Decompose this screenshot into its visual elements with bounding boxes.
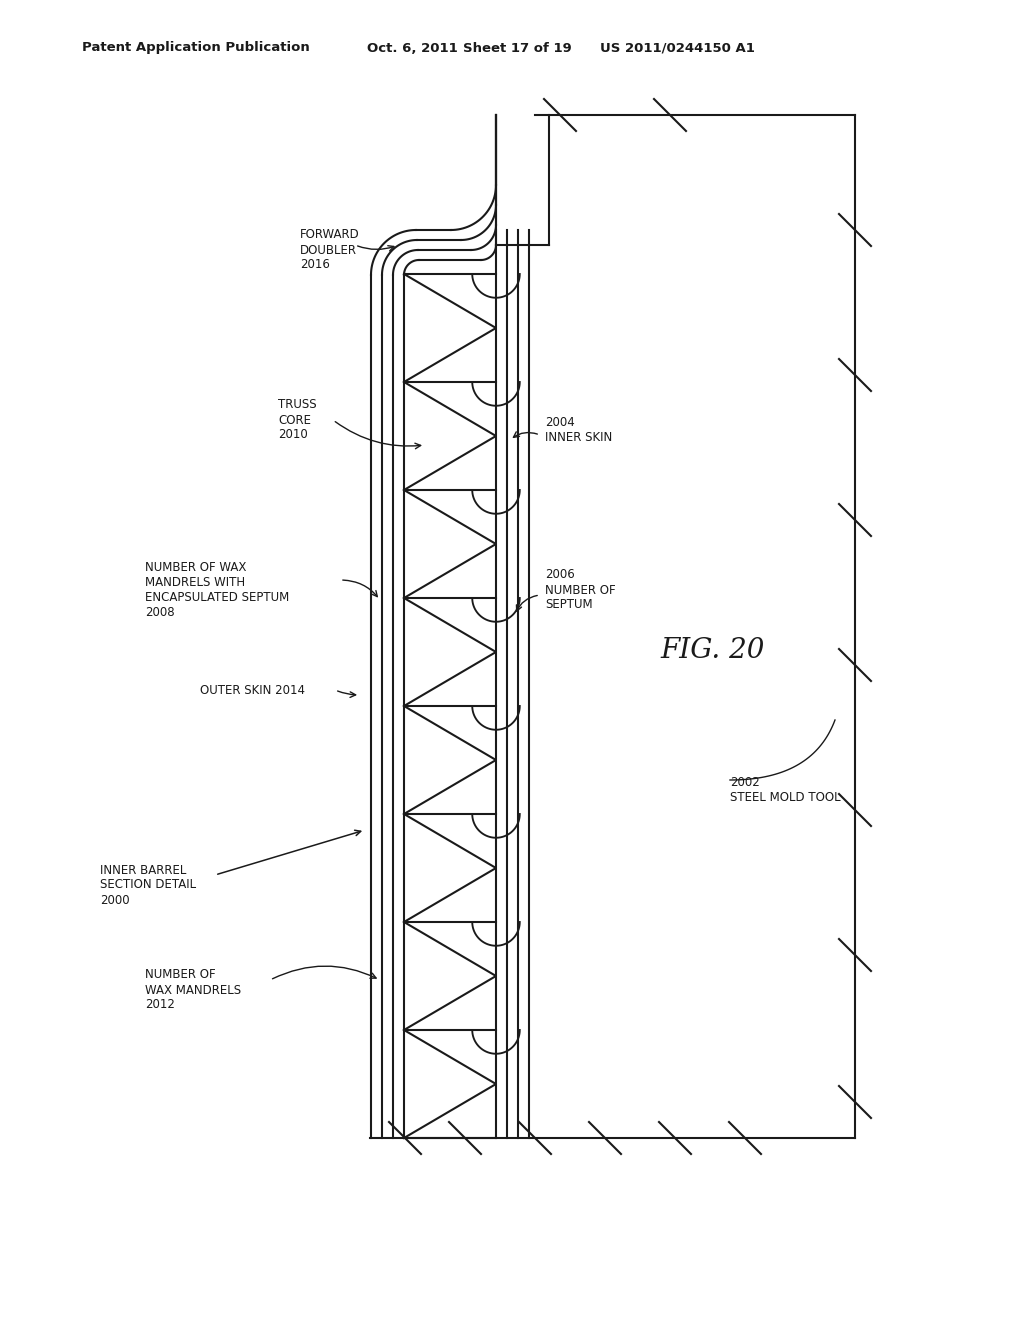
Text: OUTER SKIN 2014: OUTER SKIN 2014	[200, 684, 305, 697]
Text: 2004
INNER SKIN: 2004 INNER SKIN	[545, 416, 612, 444]
Text: FORWARD
DOUBLER
2016: FORWARD DOUBLER 2016	[300, 228, 359, 272]
Text: NUMBER OF WAX
MANDRELS WITH
ENCAPSULATED SEPTUM
2008: NUMBER OF WAX MANDRELS WITH ENCAPSULATED…	[145, 561, 289, 619]
Text: INNER BARREL
SECTION DETAIL
2000: INNER BARREL SECTION DETAIL 2000	[100, 863, 197, 907]
Text: Oct. 6, 2011: Oct. 6, 2011	[367, 41, 458, 54]
Text: Sheet 17 of 19: Sheet 17 of 19	[463, 41, 571, 54]
Text: FIG. 20: FIG. 20	[660, 636, 764, 664]
Text: US 2011/0244150 A1: US 2011/0244150 A1	[600, 41, 755, 54]
Text: 2006
NUMBER OF
SEPTUM: 2006 NUMBER OF SEPTUM	[545, 569, 615, 611]
Text: 2002
STEEL MOLD TOOL: 2002 STEEL MOLD TOOL	[730, 776, 841, 804]
Text: Patent Application Publication: Patent Application Publication	[82, 41, 309, 54]
Text: NUMBER OF
WAX MANDRELS
2012: NUMBER OF WAX MANDRELS 2012	[145, 969, 241, 1011]
Text: TRUSS
CORE
2010: TRUSS CORE 2010	[278, 399, 316, 441]
